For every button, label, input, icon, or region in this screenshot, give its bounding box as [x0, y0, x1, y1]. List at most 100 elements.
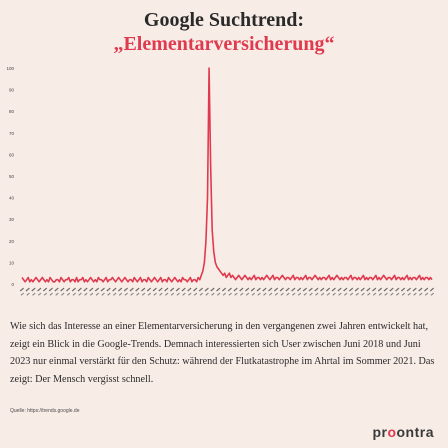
- x-tick-mark: [390, 292, 394, 296]
- logo-text-post: ontra: [396, 424, 434, 440]
- x-tick-mark: [413, 292, 417, 296]
- x-tick-mark: [262, 287, 267, 292]
- x-tick-mark: [71, 287, 77, 292]
- x-tick-mark: [129, 287, 134, 292]
- x-tick-mark: [315, 292, 319, 296]
- x-tick-mark: [112, 287, 117, 292]
- x-tick-mark: [221, 287, 227, 292]
- x-tick-mark: [360, 287, 365, 292]
- x-tick-mark: [181, 287, 186, 292]
- x-tick-mark: [20, 292, 25, 296]
- x-tick-mark: [210, 287, 215, 292]
- y-tick-label: 0: [11, 282, 14, 287]
- x-tick-mark: [141, 292, 146, 296]
- x-tick-mark: [372, 287, 377, 292]
- x-tick-mark: [84, 292, 88, 296]
- x-tick-mark: [199, 292, 204, 296]
- x-tick-mark: [291, 292, 296, 296]
- x-tick-mark: [54, 287, 59, 292]
- x-tick-mark: [308, 287, 313, 292]
- x-tick-mark: [25, 287, 30, 292]
- x-tick-mark: [83, 287, 88, 292]
- x-tick-mark: [117, 287, 123, 292]
- x-tick-mark: [366, 287, 371, 292]
- x-tick-mark: [26, 292, 30, 296]
- x-tick-mark: [424, 287, 429, 292]
- x-tick-mark: [401, 292, 406, 296]
- x-tick-mark: [164, 292, 169, 296]
- x-tick-mark: [216, 287, 221, 292]
- x-tick-mark: [320, 287, 325, 292]
- x-tick-mark: [37, 287, 42, 292]
- x-tick-mark: [106, 287, 111, 292]
- y-tick-label: 10: [9, 260, 15, 265]
- x-tick-mark: [332, 292, 336, 296]
- x-tick-mark: [152, 287, 157, 292]
- x-tick-mark: [193, 292, 198, 296]
- x-tick-mark: [222, 292, 227, 296]
- x-tick-mark: [176, 292, 180, 296]
- x-tick-mark: [280, 292, 284, 296]
- y-tick-label: 40: [9, 196, 15, 201]
- x-tick-mark: [349, 292, 354, 296]
- x-tick-mark: [89, 287, 94, 292]
- x-tick-mark: [274, 292, 279, 296]
- x-tick-mark: [400, 287, 406, 292]
- x-tick-mark: [279, 287, 284, 292]
- x-tick-mark: [251, 292, 256, 296]
- chart-title: Google Suchtrend:: [143, 9, 305, 31]
- x-tick-mark: [338, 292, 342, 296]
- x-tick-mark: [123, 287, 128, 292]
- x-tick-mark: [343, 287, 348, 292]
- x-tick-mark: [100, 287, 105, 292]
- x-tick-mark: [367, 292, 371, 296]
- x-axis-ticks: [19, 287, 435, 296]
- x-tick-mark: [169, 287, 175, 292]
- x-tick-mark: [187, 287, 192, 292]
- x-tick-mark: [383, 287, 388, 292]
- x-tick-mark: [263, 292, 267, 296]
- x-tick-mark: [424, 292, 429, 296]
- x-tick-mark: [124, 292, 128, 296]
- x-tick-mark: [314, 287, 319, 292]
- x-tick-mark: [395, 287, 400, 292]
- x-tick-mark: [77, 287, 82, 292]
- x-tick-mark: [164, 287, 169, 292]
- x-tick-mark: [273, 287, 279, 292]
- x-tick-mark: [170, 292, 175, 296]
- trend-chart: 0 10 20 30 40 50 60 70 80 90 100: [6, 66, 435, 296]
- x-tick-mark: [320, 292, 325, 296]
- x-tick-mark: [107, 292, 111, 296]
- x-tick-mark: [48, 287, 53, 292]
- x-tick-mark: [135, 287, 140, 292]
- plot-area: [21, 67, 433, 283]
- chart-description: Wie sich das Interesse an einer Elementa…: [10, 321, 435, 385]
- y-tick-label: 20: [9, 239, 15, 244]
- x-tick-mark: [101, 292, 105, 296]
- x-tick-mark: [331, 287, 336, 292]
- x-tick-mark: [42, 287, 48, 292]
- x-tick-mark: [239, 287, 244, 292]
- x-tick-mark: [286, 292, 290, 296]
- y-axis-ticks: 0 10 20 30 40 50 60 70 80 90 100: [6, 66, 14, 287]
- x-tick-mark: [354, 287, 359, 292]
- y-tick-label: 100: [6, 66, 14, 71]
- x-tick-mark: [430, 292, 435, 296]
- x-tick-mark: [418, 287, 423, 292]
- x-tick-mark: [136, 292, 140, 296]
- x-tick-mark: [182, 292, 186, 296]
- x-tick-mark: [372, 292, 377, 296]
- chart-subtitle: „Elementarversicherung“: [113, 33, 335, 55]
- x-tick-mark: [94, 287, 100, 292]
- x-tick-mark: [250, 287, 256, 292]
- x-tick-mark: [141, 287, 146, 292]
- trend-line: [21, 67, 433, 283]
- x-tick-mark: [429, 287, 435, 292]
- x-tick-mark: [32, 292, 36, 296]
- x-tick-mark: [227, 287, 232, 292]
- x-tick-mark: [55, 292, 59, 296]
- y-tick-label: 70: [9, 131, 15, 136]
- x-tick-mark: [240, 292, 244, 296]
- x-tick-mark: [245, 287, 250, 292]
- x-tick-mark: [147, 292, 152, 296]
